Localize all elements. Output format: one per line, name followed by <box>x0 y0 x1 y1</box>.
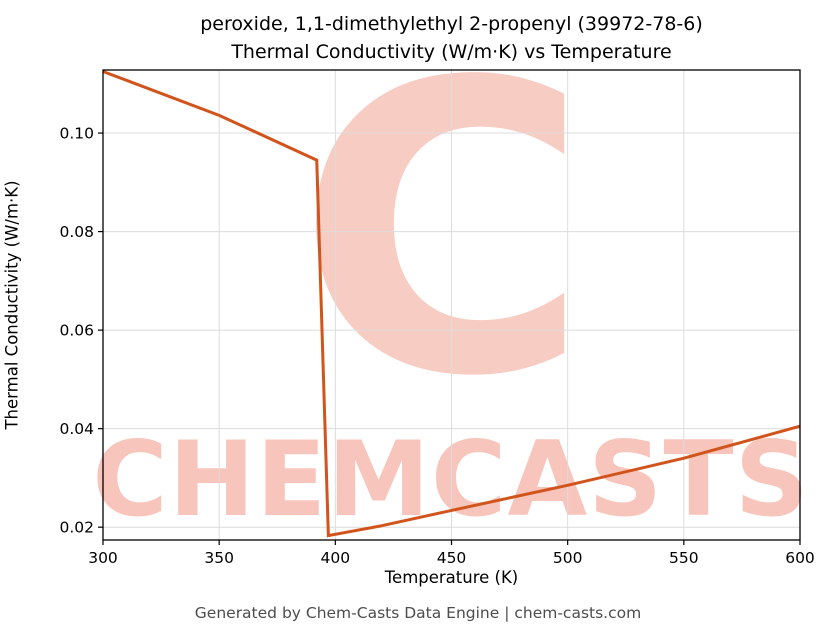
x-tick-label: 400 <box>321 549 351 567</box>
y-axis-label: Thermal Conductivity (W/m·K) <box>2 180 22 430</box>
chart-title: peroxide, 1,1-dimethylethyl 2-propenyl (… <box>103 10 800 66</box>
x-tick-label: 550 <box>669 549 699 567</box>
x-tick-label: 350 <box>204 549 234 567</box>
y-tick-label: 0.10 <box>59 125 94 143</box>
x-axis-label: Temperature (K) <box>384 568 519 587</box>
series-line-thermal_conductivity_W_per_mK <box>102 70 801 538</box>
x-tick-label: 500 <box>553 549 583 567</box>
x-tick-label: 300 <box>88 549 118 567</box>
footer-credit: Generated by Chem-Casts Data Engine | ch… <box>194 604 642 622</box>
y-tick-label: 0.06 <box>59 322 94 340</box>
x-tick-label: 450 <box>437 549 467 567</box>
y-tick-label: 0.04 <box>59 420 94 438</box>
y-tick-label: 0.02 <box>59 519 94 537</box>
chart-title-line1: peroxide, 1,1-dimethylethyl 2-propenyl (… <box>200 13 703 35</box>
chart-title-line2: Thermal Conductivity (W/m·K) vs Temperat… <box>231 41 672 63</box>
x-tick-label: 600 <box>785 549 815 567</box>
y-tick-label: 0.08 <box>59 223 94 241</box>
